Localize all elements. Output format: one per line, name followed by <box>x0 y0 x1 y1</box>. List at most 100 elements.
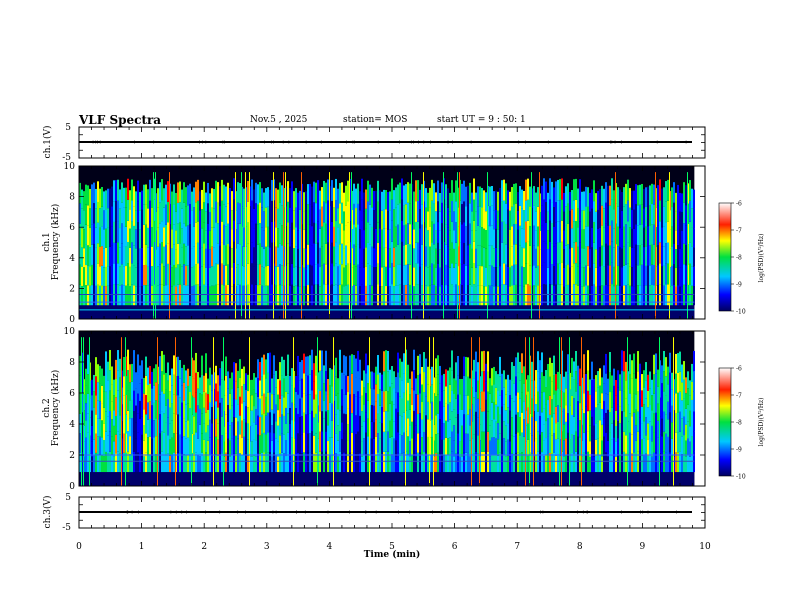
spectrogram-cell <box>323 263 325 285</box>
spectrogram-cell <box>511 435 513 454</box>
spectrogram-cell <box>637 391 639 412</box>
spectrogram-cell <box>661 365 663 384</box>
spectrogram-cell <box>337 393 339 410</box>
spectrogram-cell <box>165 405 167 423</box>
spectrogram-cell <box>271 409 273 426</box>
spectrogram-cell <box>693 247 695 267</box>
spectrogram-cell <box>111 226 113 246</box>
spectrogram-cell <box>453 267 455 287</box>
spectrogram-cell <box>171 385 173 404</box>
spectrogram-cell <box>599 368 601 386</box>
spectrogram-cell <box>261 357 263 377</box>
spectrogram-cell <box>331 420 333 438</box>
spectrogram-cell <box>665 357 667 377</box>
spectrogram-cell <box>589 425 591 442</box>
spectrogram-cell <box>397 352 399 373</box>
spectrogram-cell <box>355 415 357 435</box>
spectral-burst <box>293 337 294 486</box>
spectrogram-cell <box>139 383 141 401</box>
spectrogram-cell <box>207 182 209 204</box>
spectrogram-cell <box>353 413 355 434</box>
spectrogram-cell <box>409 378 411 395</box>
spectral-burst <box>235 172 236 319</box>
spectrogram-cell <box>109 266 111 286</box>
spectrogram-cell <box>683 453 685 473</box>
spectrogram-cell <box>195 372 197 393</box>
spectrogram-cell <box>651 224 653 245</box>
spectrogram-cell <box>455 263 457 285</box>
spectrogram-cell <box>121 223 123 244</box>
spectrogram-cell <box>125 226 127 247</box>
spectrogram-cell <box>673 182 675 203</box>
spectrogram-cell <box>219 206 221 226</box>
spectrogram-cell <box>267 226 269 247</box>
spectrogram-cell <box>301 378 303 398</box>
spectrogram-cell <box>397 412 399 433</box>
spectrogram-cell <box>609 352 611 373</box>
spectrogram-cell <box>405 264 407 286</box>
spectrogram-cell <box>501 201 503 222</box>
spectrogram-cell <box>555 406 557 424</box>
spectrogram-cell <box>353 394 355 414</box>
spectrogram-cell <box>115 263 117 285</box>
spectrogram-cell <box>599 454 601 473</box>
spectrogram-cell <box>91 441 93 457</box>
spectrogram-cell <box>513 285 515 306</box>
spectrogram-cell <box>315 243 317 265</box>
spectrogram-cell <box>171 286 173 306</box>
spectrogram-cell <box>425 285 427 306</box>
spectrogram-cell <box>113 180 115 202</box>
spectrogram-cell <box>337 227 339 247</box>
spectrogram-cell <box>321 246 323 266</box>
spectrogram-cell <box>495 247 497 268</box>
spectrogram-cell <box>621 390 623 412</box>
spectrogram-cell <box>491 225 493 246</box>
spectrogram-cell <box>165 389 167 406</box>
spectrogram-cell <box>669 432 671 453</box>
spectrogram-cell <box>677 265 679 286</box>
spectrogram-cell <box>395 285 397 306</box>
spectrogram-cell <box>491 368 493 386</box>
spectrogram-cell <box>513 418 515 437</box>
spectrogram-cell <box>79 452 81 473</box>
spectrogram-cell <box>237 202 239 224</box>
spectrogram-cell <box>415 263 417 285</box>
spectrogram-cell <box>279 264 281 285</box>
spectrogram-cell <box>623 187 625 207</box>
spectrogram-cell <box>271 378 273 395</box>
spectrogram-cell <box>331 180 333 201</box>
spectrogram-cell <box>443 373 445 391</box>
spectrogram-cell <box>495 421 497 439</box>
spectrogram-cell <box>587 187 589 207</box>
spectrogram-cell <box>197 388 199 406</box>
spectrogram-cell <box>363 211 365 231</box>
spectrogram-cell <box>669 452 671 473</box>
spectrogram-cell <box>227 264 229 285</box>
spectrogram-cell <box>363 387 365 405</box>
spectrogram-cell <box>549 178 551 200</box>
spectrogram-cell <box>185 285 187 306</box>
spectrogram-cell <box>557 263 559 285</box>
spectrogram-cell <box>399 396 401 416</box>
spectrogram-cell <box>433 223 435 245</box>
spectrogram-cell <box>297 375 299 395</box>
spectrogram-cell <box>643 387 645 405</box>
spectrogram-cell <box>283 397 285 416</box>
spectrogram-cell <box>419 209 421 229</box>
spectrogram-cell <box>201 433 203 453</box>
spectrogram-cell <box>469 244 471 265</box>
spectrogram-cell <box>219 225 221 246</box>
spectrogram-cell <box>417 180 419 201</box>
spectrogram-cell <box>509 379 511 396</box>
spectrogram-cell <box>147 285 149 306</box>
spectrogram-cell <box>231 438 233 456</box>
spectrogram-cell <box>453 425 455 441</box>
spectrogram-cell <box>95 452 97 473</box>
spectrogram-cell <box>141 397 143 417</box>
spectrogram-cell <box>577 365 579 384</box>
spectrogram-cell <box>233 453 235 473</box>
spectrogram-cell <box>445 204 447 225</box>
spectrogram-cell <box>137 413 139 433</box>
spectrogram-cell <box>531 361 533 381</box>
time-tick-label: 1 <box>139 542 145 552</box>
